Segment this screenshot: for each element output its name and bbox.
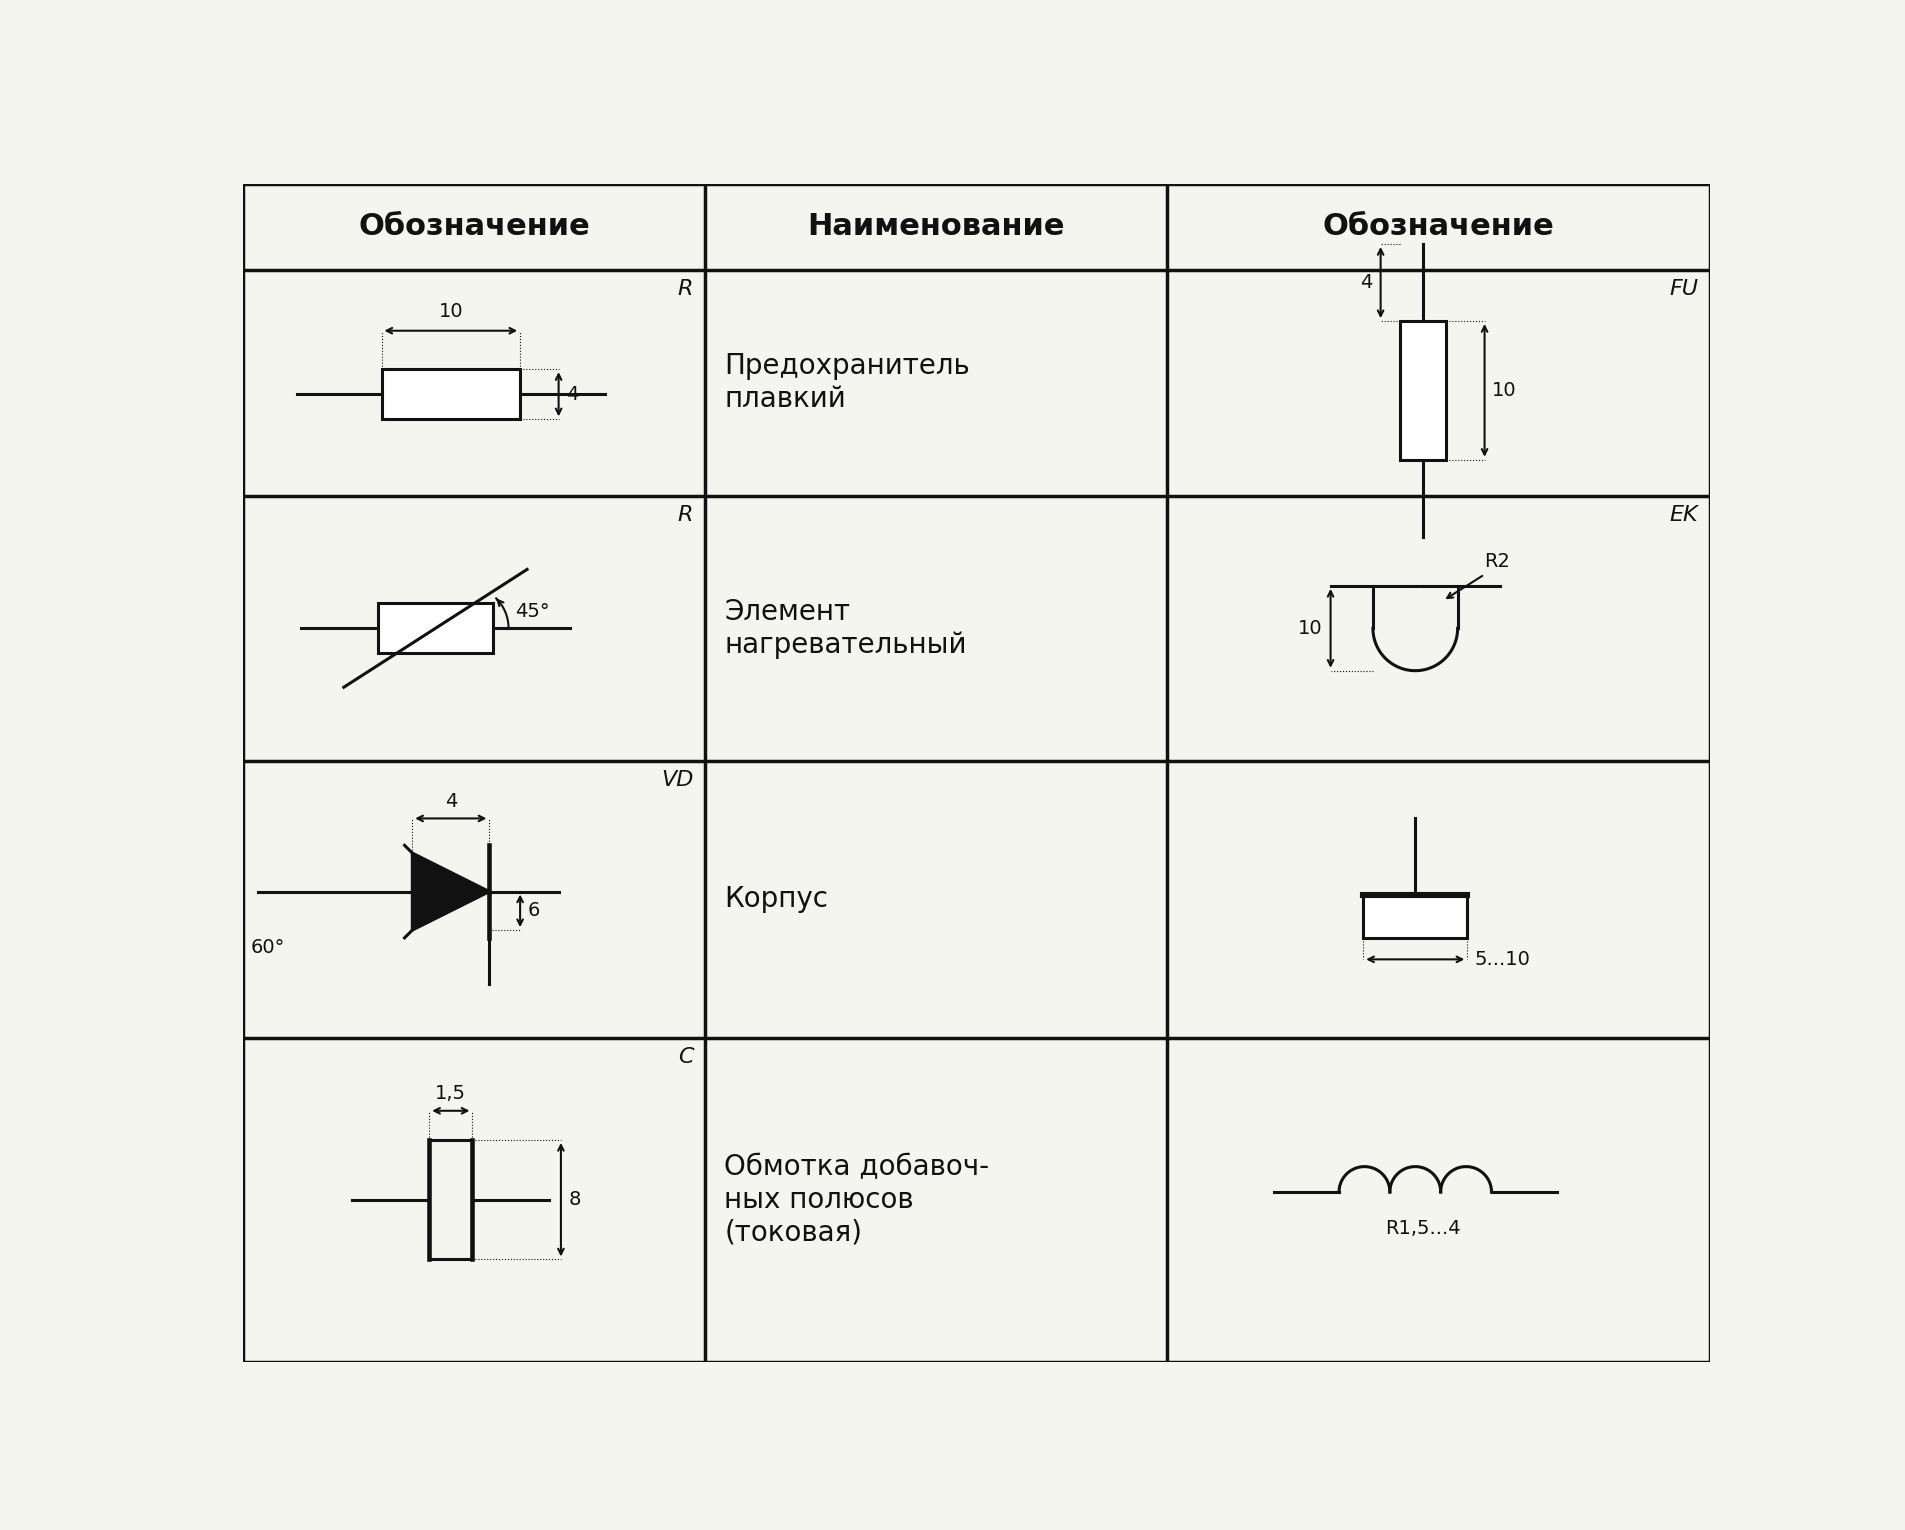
Text: 4: 4 xyxy=(1360,272,1374,292)
Text: 10: 10 xyxy=(1492,381,1516,399)
Text: R: R xyxy=(678,278,693,298)
Text: C: C xyxy=(678,1047,693,1066)
Text: 1,5: 1,5 xyxy=(436,1085,467,1103)
Text: 8: 8 xyxy=(568,1190,581,1209)
Text: 5...10: 5...10 xyxy=(1474,950,1532,968)
Text: Элемент
нагревательный: Элемент нагревательный xyxy=(724,598,966,658)
Bar xyxy=(381,369,520,419)
Text: Корпус: Корпус xyxy=(724,886,829,913)
Bar xyxy=(1400,321,1446,459)
Text: 10: 10 xyxy=(438,303,463,321)
Text: VD: VD xyxy=(661,770,693,789)
Text: 4: 4 xyxy=(444,791,457,811)
Text: 45°: 45° xyxy=(514,601,549,621)
Text: Обозначение: Обозначение xyxy=(358,213,591,242)
Polygon shape xyxy=(411,854,490,930)
Text: R1,5...4: R1,5...4 xyxy=(1385,1219,1461,1238)
Text: Обозначение: Обозначение xyxy=(1322,213,1554,242)
Bar xyxy=(377,603,493,653)
Text: Предохранитель
плавкий: Предохранитель плавкий xyxy=(724,352,970,413)
Text: R: R xyxy=(678,505,693,525)
Text: Наименование: Наименование xyxy=(808,213,1065,242)
Text: 10: 10 xyxy=(1297,618,1322,638)
Text: 4: 4 xyxy=(566,384,579,404)
Bar xyxy=(1364,895,1467,938)
Text: EK: EK xyxy=(1669,505,1697,525)
Text: 60°: 60° xyxy=(251,938,286,956)
Text: 6: 6 xyxy=(528,901,541,921)
Text: Обмотка добавоч-
ных полюсов
(токовая): Обмотка добавоч- ных полюсов (токовая) xyxy=(724,1154,989,1245)
Text: FU: FU xyxy=(1669,278,1697,298)
Text: R2: R2 xyxy=(1484,552,1511,571)
